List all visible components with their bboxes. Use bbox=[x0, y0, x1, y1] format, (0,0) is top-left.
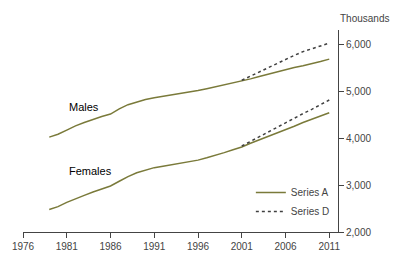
svg-text:Females: Females bbox=[69, 165, 112, 177]
svg-text:Males: Males bbox=[69, 101, 99, 113]
svg-text:1991: 1991 bbox=[143, 241, 166, 252]
svg-text:1986: 1986 bbox=[99, 241, 122, 252]
svg-text:1996: 1996 bbox=[187, 241, 210, 252]
svg-text:Series A: Series A bbox=[291, 187, 329, 198]
svg-text:2001: 2001 bbox=[231, 241, 254, 252]
svg-text:1981: 1981 bbox=[56, 241, 79, 252]
svg-text:2006: 2006 bbox=[274, 241, 297, 252]
svg-text:4,000: 4,000 bbox=[346, 133, 371, 144]
svg-text:6,000: 6,000 bbox=[346, 39, 371, 50]
svg-text:2,000: 2,000 bbox=[346, 227, 371, 238]
svg-text:2011: 2011 bbox=[318, 241, 340, 252]
svg-text:3,000: 3,000 bbox=[346, 180, 371, 191]
svg-text:Series D: Series D bbox=[291, 206, 329, 217]
svg-text:5,000: 5,000 bbox=[346, 86, 371, 97]
svg-text:Thousands: Thousands bbox=[340, 13, 389, 24]
svg-text:1976: 1976 bbox=[12, 241, 35, 252]
